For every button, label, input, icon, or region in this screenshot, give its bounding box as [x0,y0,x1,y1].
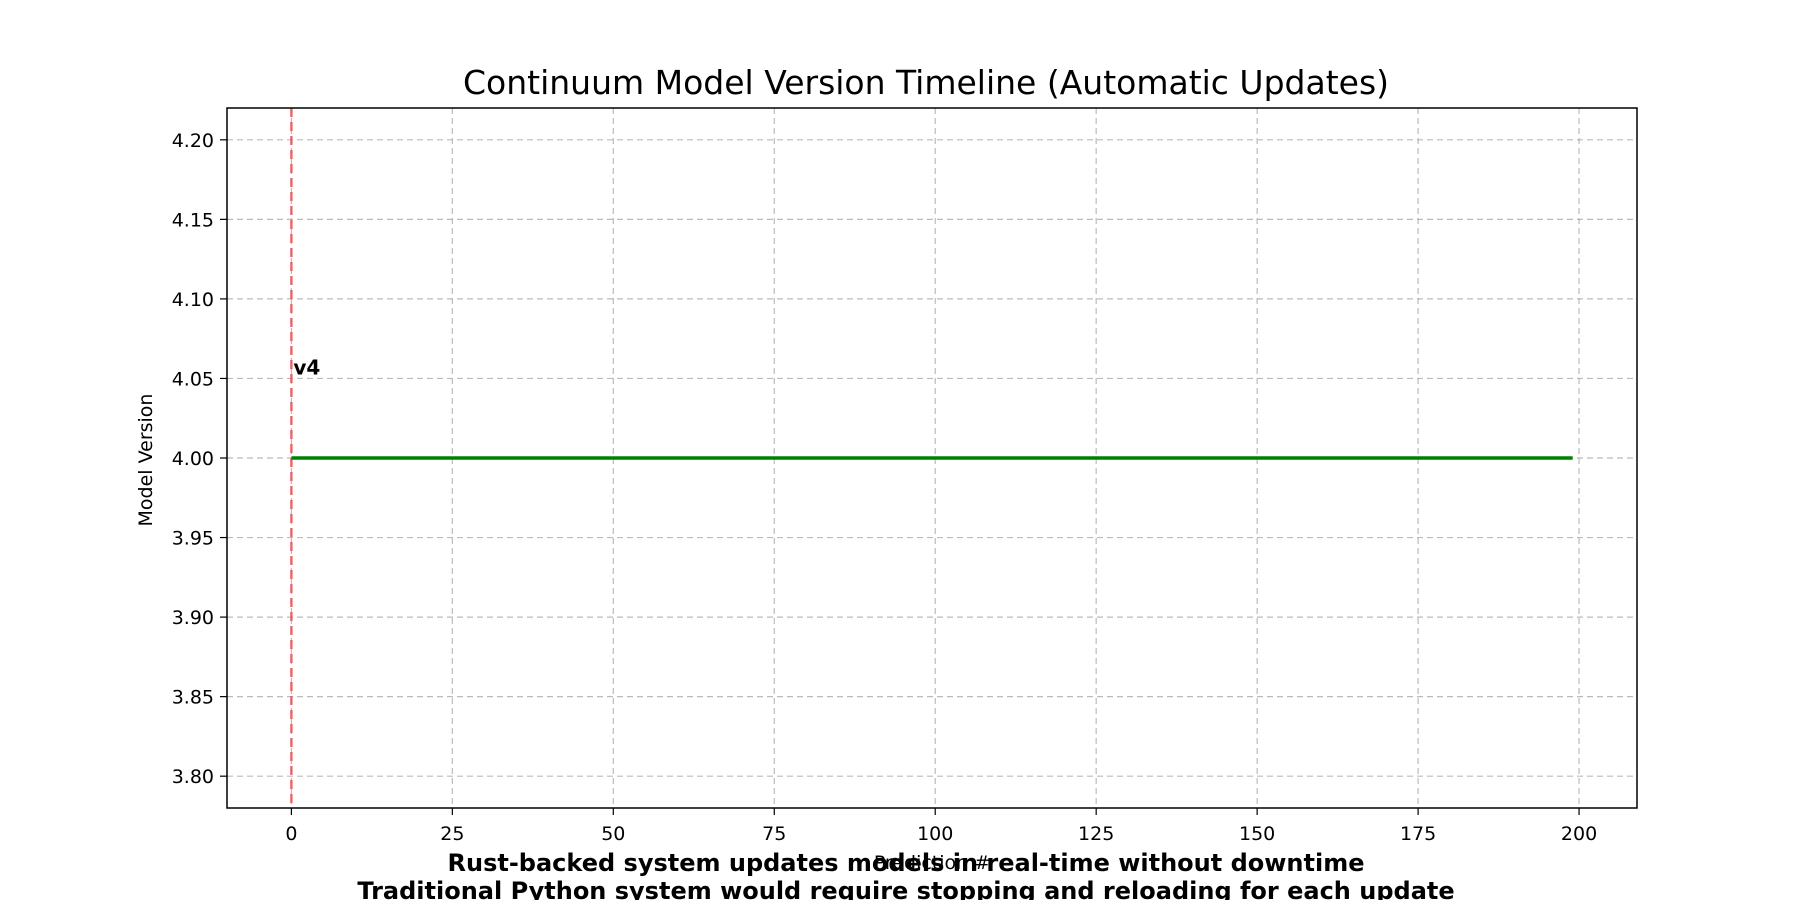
y-axis-ticks: 3.80 3.85 3.90 3.95 4.00 4.05 4.10 4.15 4.20 [172,130,227,788]
x-axis-ticks: 0 25 50 75 100 125 150 175 200 [285,808,1597,845]
caption-line-1: Rust-backed system updates models in rea… [448,849,1365,877]
y-tick-label: 4.10 [172,289,214,311]
y-tick-label: 3.85 [172,687,214,709]
x-tick-label: 75 [762,823,786,845]
chart-title: Continuum Model Version Timeline (Automa… [463,63,1389,102]
plot-frame [226,107,1638,809]
y-tick-label: 3.80 [172,766,214,788]
x-tick-label: 50 [601,823,625,845]
x-tick-label: 100 [917,823,953,845]
y-tick-label: 4.00 [172,448,214,470]
x-tick-label: 150 [1239,823,1275,845]
y-axis-label: Model Version [135,394,157,527]
y-tick-label: 4.15 [172,209,214,231]
y-tick-label: 4.05 [172,368,214,390]
x-tick-label: 175 [1400,823,1436,845]
x-tick-label: 0 [285,823,297,845]
y-tick-label: 4.20 [172,130,214,152]
caption-line-2: Traditional Python system would require … [357,877,1454,900]
x-tick-label: 25 [440,823,464,845]
x-tick-label: 125 [1078,823,1114,845]
version-label: v4 [293,355,320,379]
y-tick-label: 3.90 [172,607,214,629]
y-tick-label: 3.95 [172,528,214,550]
x-axis-label: Prediction # [874,852,990,874]
x-tick-label: 200 [1561,823,1597,845]
